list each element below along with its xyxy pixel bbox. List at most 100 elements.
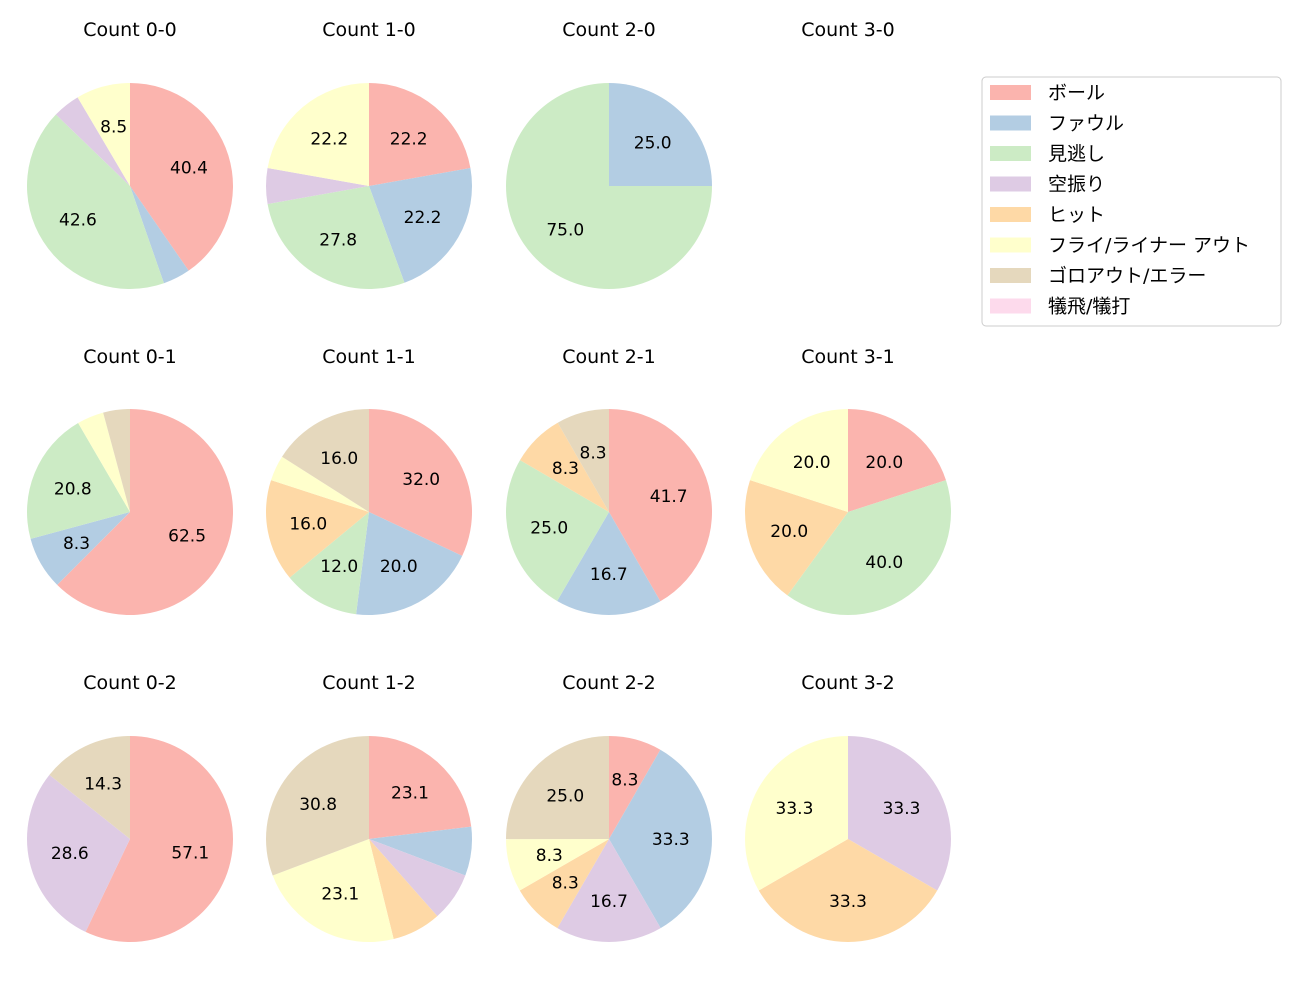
pie-slice-label: 20.0 (865, 453, 903, 473)
pie-slice-label: 23.1 (391, 784, 429, 804)
pie-slice-label: 40.4 (170, 159, 208, 179)
pie-slice-label: 16.7 (590, 892, 628, 912)
pie-panel-count-1-2: Count 1-2 23.1 23.1 30.8 (265, 672, 473, 943)
pie-slice (77, 83, 130, 186)
pie-slice (609, 83, 712, 186)
pie-slice (49, 736, 130, 839)
pie-panel-count-3-0: Count 3-0 (801, 19, 895, 41)
pie-title: Count 3-2 (801, 672, 895, 694)
pie-slice (744, 480, 848, 596)
legend-swatch (990, 115, 1031, 131)
pie-slice-label: 40.0 (865, 553, 903, 573)
legend-swatch (990, 85, 1031, 100)
pie-slice-label: 20.0 (380, 557, 418, 577)
legend-label: ゴロアウト/エラー (1048, 265, 1206, 287)
legend-swatch (990, 146, 1031, 161)
pie-slice (609, 736, 661, 839)
pie-slice-label: 30.8 (299, 795, 337, 815)
pie-title: Count 2-1 (562, 346, 656, 368)
legend-label: ボール (1048, 82, 1105, 104)
pie-slice (369, 736, 472, 839)
pie-slice (282, 408, 369, 512)
pie-slice-label: 28.6 (51, 844, 89, 864)
pie-title: Count 1-1 (322, 346, 416, 368)
pie-slice (369, 826, 473, 876)
legend-swatch (990, 268, 1031, 283)
pie-slice-label: 33.3 (776, 799, 814, 819)
pie-slice (369, 839, 438, 940)
legend-swatch (990, 176, 1031, 192)
pie-panel-count-0-0: Count 0-0 40.4 42.6 8.5 (26, 19, 234, 290)
pie-panels: Count 0-0 40.4 42.6 8.5 Count 1-0 22.2 22.2 27.… (26, 19, 952, 943)
pie-panel-count-1-1: Count 1-1 32.0 20.0 12.0 16.0 16.0 (266, 346, 473, 616)
legend-swatch (990, 237, 1031, 253)
pie-slice (506, 83, 712, 289)
pie-slice-label: 62.5 (168, 527, 206, 547)
pie-slice (265, 735, 369, 876)
legend-label: ファウル (1048, 113, 1124, 135)
pie-slice (103, 409, 130, 512)
pie-slice (55, 97, 131, 186)
pie-slice (369, 839, 466, 917)
pie-slice (557, 839, 661, 943)
pie-slice-label: 8.3 (580, 443, 607, 463)
pie-slice-label: 25.0 (546, 786, 584, 806)
pie-slice-label: 22.2 (310, 130, 348, 150)
pie-slice-label: 12.0 (320, 557, 358, 577)
pie-slice-label: 16.0 (289, 515, 327, 535)
pie-slice (557, 409, 609, 512)
pie-title: Count 3-0 (801, 19, 895, 41)
pie-slice (78, 412, 130, 512)
pie-slice-label: 25.0 (530, 519, 568, 539)
pie-slice (758, 839, 938, 942)
pie-slice-label: 8.3 (552, 459, 579, 479)
pie-title: Count 2-2 (562, 672, 656, 694)
pie-slice (519, 839, 609, 929)
pie-slice (557, 512, 661, 615)
pie-slice-label: 20.0 (793, 453, 831, 473)
pie-slice-label: 33.3 (652, 830, 690, 850)
pie-slice (369, 83, 471, 186)
pie-slice (130, 186, 189, 284)
pie-slice-label: 27.8 (319, 231, 357, 251)
pie-slice (57, 408, 234, 615)
pie-slice-label: 32.0 (402, 470, 440, 490)
pie-slice-label: 22.2 (390, 130, 428, 150)
pie-slice (745, 736, 848, 891)
legend-label: 見逃し (1048, 143, 1105, 165)
pie-slice-label: 20.0 (770, 522, 808, 542)
pie-slice-label: 20.8 (54, 480, 92, 500)
pie-slice (265, 167, 369, 205)
pie-title: Count 1-2 (322, 672, 416, 694)
pie-title: Count 0-2 (83, 672, 177, 694)
pie-slice (506, 839, 609, 891)
pie-slice (609, 749, 712, 929)
legend-label: 犠飛/犠打 (1048, 296, 1130, 318)
pie-slice (266, 480, 369, 578)
pie-title: Count 1-0 (322, 19, 416, 41)
legend-frame (981, 76, 1282, 327)
pie-title: Count 3-1 (801, 346, 895, 368)
pie-slice (267, 83, 369, 186)
pie-slice-label: 16.7 (590, 565, 628, 585)
pie-panel-count-1-0: Count 1-0 22.2 22.2 27.8 22.2 (265, 19, 473, 290)
pie-slice-label: 57.1 (171, 844, 209, 864)
pie-slice-label: 75.0 (546, 221, 584, 241)
legend-label: 空振り (1048, 174, 1105, 196)
pie-panel-count-2-1: Count 2-1 41.7 16.7 25.0 8.38.3 (506, 346, 712, 615)
pie-slice (848, 409, 946, 512)
pie-slice (27, 423, 130, 539)
pie-slice-label: 16.0 (320, 449, 358, 469)
pie-panel-count-3-2: Count 3-2 33.3 33.3 33.3 (745, 672, 951, 942)
pie-slice (848, 736, 951, 891)
legend-label: ヒット (1048, 204, 1105, 226)
pie-slice (520, 422, 609, 512)
pie-panel-count-2-0: Count 2-0 25.0 75.0 (506, 19, 712, 289)
legend-label: フライ/ライナー アウト (1048, 235, 1250, 257)
pie-slice (787, 480, 952, 616)
pie-panel-count-2-2: Count 2-2 8.3 33.3 16.7 8.3 8.3 25.0 (505, 672, 712, 943)
pie-slice-label: 25.0 (634, 133, 672, 153)
pie-slice-label: 33.3 (883, 799, 921, 819)
